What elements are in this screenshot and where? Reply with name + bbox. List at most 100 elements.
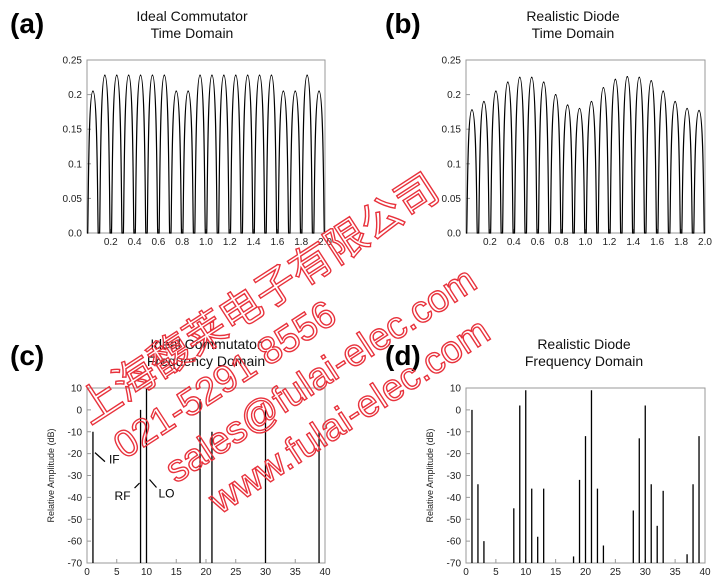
pulse-peak <box>686 107 688 110</box>
x-tick-label: 1.6 <box>270 237 284 248</box>
x-tick-label: 10 <box>141 567 153 578</box>
y-tick-label: 0.1 <box>68 159 82 170</box>
panel-d-title-line1: Realistic Diode <box>537 336 631 352</box>
y-tick-label: -70 <box>447 559 462 570</box>
panel-c-title: Ideal Commutator Frequency Domain <box>86 336 326 370</box>
x-tick-label: 0.6 <box>151 237 165 248</box>
pulse-peak <box>258 74 261 76</box>
y-tick-label: -20 <box>68 449 83 460</box>
pulse-peak <box>223 74 225 76</box>
x-tick-label: 1.2 <box>602 237 616 248</box>
pulse-peak <box>650 80 652 82</box>
pulse-peak <box>590 100 593 103</box>
pulse-peak <box>507 81 509 83</box>
y-tick-label: -10 <box>447 427 462 438</box>
pulse-peak <box>128 74 130 76</box>
panel-c-title-line1: Ideal Commutator <box>150 336 262 352</box>
y-tick-label: 0.25 <box>442 56 462 67</box>
y-tick-label: -40 <box>68 493 83 504</box>
annotation-arrow <box>94 452 106 463</box>
pulse-peak <box>638 76 640 78</box>
x-tick-label: 40 <box>319 567 331 578</box>
x-tick-label: 20 <box>200 567 212 578</box>
y-tick-label: 0 <box>76 405 82 416</box>
pulse-peak <box>199 74 201 76</box>
panel-b-title: Realistic Diode Time Domain <box>440 8 706 42</box>
y-tick-label: 0.15 <box>63 125 83 136</box>
pulse-peak <box>674 100 676 103</box>
pulse-peak <box>495 90 497 92</box>
pulse-peak <box>662 90 664 92</box>
y-axis-label: Relative Amplitude (dB) <box>46 428 56 522</box>
panel-a-title-line2: Time Domain <box>150 25 234 41</box>
pulse-peak <box>104 74 106 76</box>
pulse-peak <box>294 90 296 92</box>
pulse-peak <box>555 94 557 96</box>
y-tick-label: -20 <box>447 449 462 460</box>
x-tick-label: 35 <box>290 567 302 578</box>
y-tick-label: 10 <box>450 384 462 395</box>
annotation-label: LO <box>159 487 175 501</box>
x-tick-label: 1.2 <box>223 237 237 248</box>
plot-frame <box>86 387 326 564</box>
x-tick-label: 10 <box>520 567 532 578</box>
annotation-label: IF <box>109 453 120 467</box>
pulse-peak <box>116 74 118 76</box>
panel-b-title-line2: Time Domain <box>531 25 615 41</box>
pulse-peak <box>187 90 189 92</box>
x-tick-label: 35 <box>670 567 682 578</box>
x-tick-label: 15 <box>550 567 562 578</box>
pulse-peak <box>270 74 273 76</box>
y-tick-label: 0.0 <box>68 229 82 240</box>
x-tick-label: 15 <box>171 567 183 578</box>
panel-a-title-line1: Ideal Commutator <box>136 8 248 24</box>
y-tick-label: -60 <box>68 537 83 548</box>
y-tick-label: 0 <box>455 405 461 416</box>
chart-panel-b: 0.0 0.05 0.1 0.15 0.2 0.25 0.2 0.4 0.6 0.8 1.0 1.2 1… <box>442 56 713 249</box>
waveform-line <box>87 74 325 234</box>
pulse-peak <box>566 104 569 106</box>
x-tick-label: 25 <box>230 567 242 578</box>
pulse-peak <box>578 107 581 110</box>
y-tick-label: -60 <box>447 537 462 548</box>
pulse-peak <box>531 76 533 78</box>
x-tick-label: 0.8 <box>555 237 569 248</box>
x-tick-label: 2.0 <box>318 237 332 248</box>
panel-d-title-line2: Frequency Domain <box>524 353 644 369</box>
panel-a-letter: (a) <box>10 8 45 39</box>
annotation-arrow <box>134 482 140 489</box>
pulse-peak <box>211 74 213 76</box>
pulse-peak <box>543 81 545 83</box>
panel-c-title-line2: Frequency Domain <box>146 353 266 369</box>
pulse-peak <box>318 90 320 92</box>
x-tick-label: 0.4 <box>128 237 142 248</box>
panel-b-letter: (b) <box>385 8 421 39</box>
plot-frame <box>86 59 326 234</box>
y-tick-label: 0.15 <box>442 125 462 136</box>
pulse-peak <box>92 90 94 92</box>
y-tick-label: -30 <box>68 471 83 482</box>
annotation-label: RF <box>115 489 131 503</box>
y-tick-label: 0.05 <box>63 194 83 205</box>
x-tick-label: 20 <box>580 567 592 578</box>
pulse-peak <box>139 74 142 76</box>
y-axis-label: Relative Amplitude (dB) <box>425 428 435 522</box>
x-tick-label: 5 <box>493 567 499 578</box>
x-tick-label: 25 <box>610 567 622 578</box>
y-tick-label: -70 <box>68 559 83 570</box>
x-tick-label: 0.4 <box>507 237 521 248</box>
pulse-peak <box>471 109 473 111</box>
pulse-peak <box>282 90 284 92</box>
x-tick-label: 1.8 <box>294 237 308 248</box>
y-tick-label: -30 <box>447 471 462 482</box>
panel-b-title-line1: Realistic Diode <box>526 8 620 24</box>
chart-panel-a: 0.0 0.05 0.1 0.15 0.2 0.25 0.2 0.4 0.6 0.8 1.0 1.2 1… <box>63 56 333 249</box>
waveform-line <box>466 76 705 234</box>
pulse-peak <box>306 74 308 76</box>
x-tick-label: 1.8 <box>674 237 688 248</box>
pulse-peak <box>247 74 249 76</box>
pulse-peak <box>698 109 700 112</box>
pulse-peak <box>519 76 521 78</box>
y-tick-label: 0.1 <box>447 159 461 170</box>
